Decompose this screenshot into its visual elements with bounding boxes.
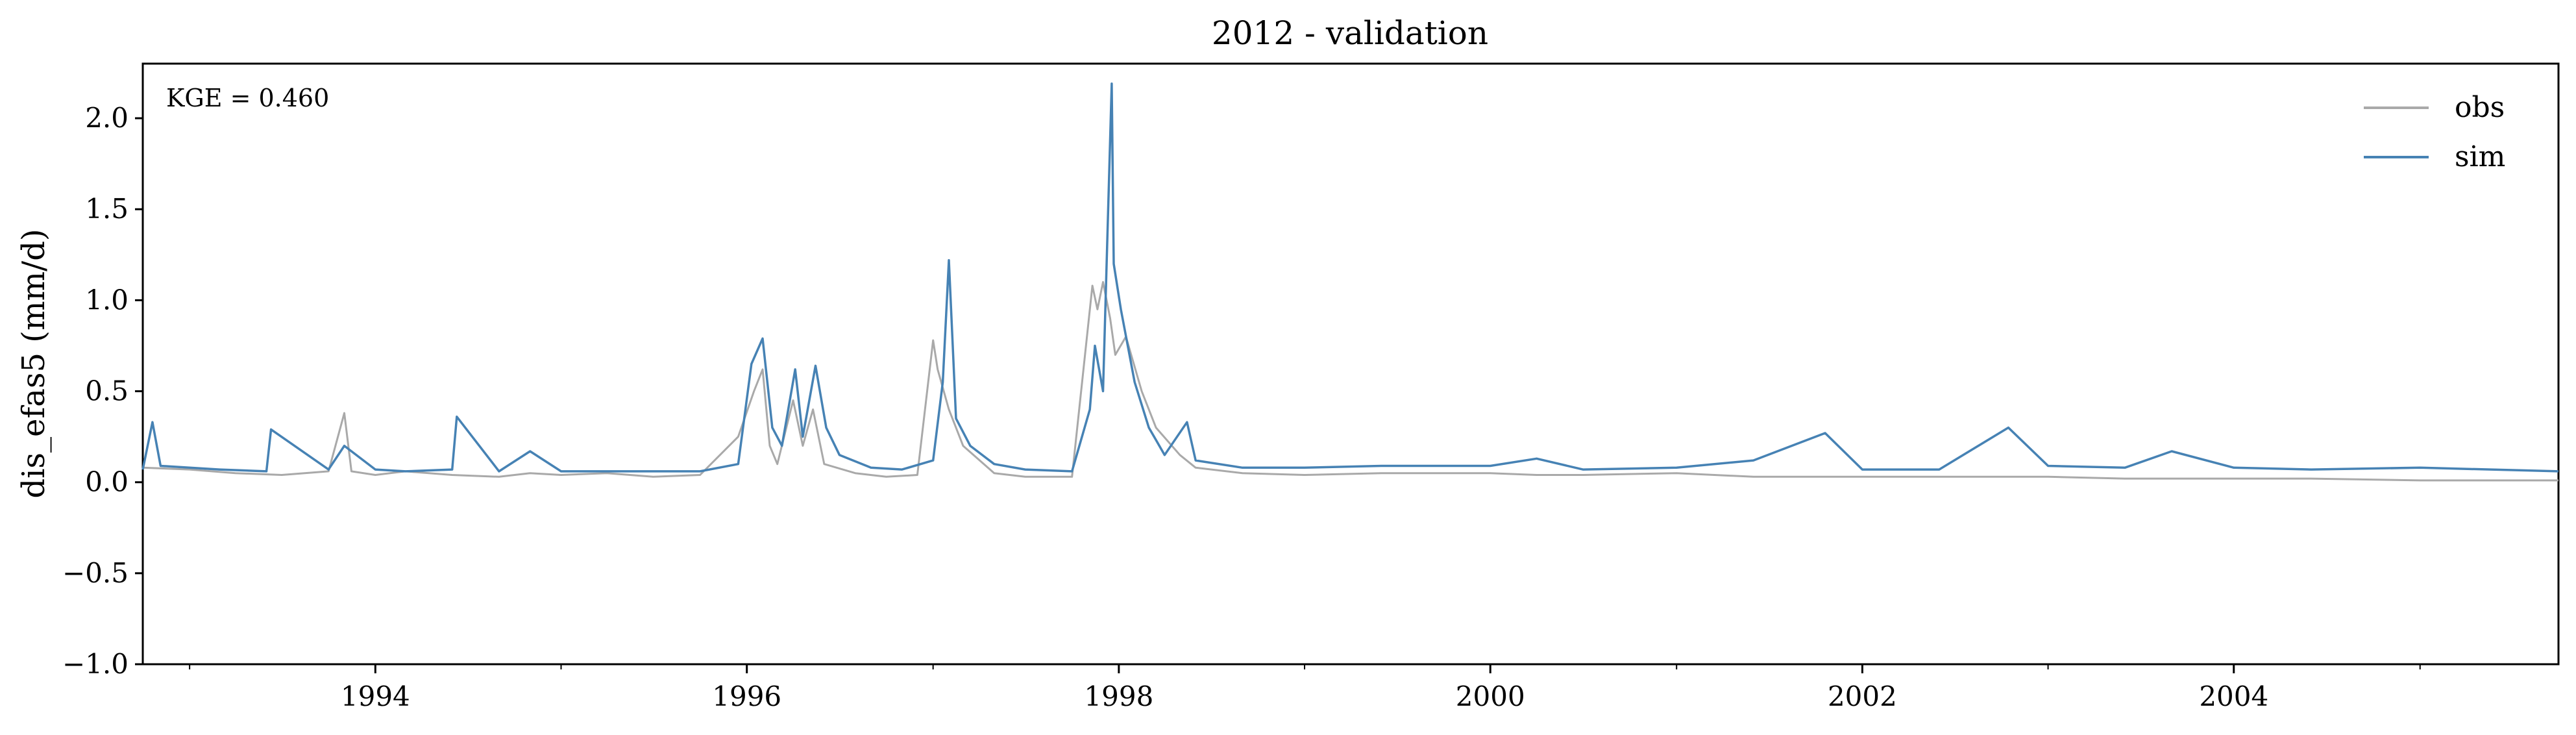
y-axis-label: dis_efas5 (mm/d): [16, 229, 52, 498]
y-tick-label: 0.5: [85, 375, 129, 407]
x-tick-label: 2000: [1456, 680, 1525, 712]
x-tick-label: 1998: [1084, 680, 1153, 712]
x-tick-label: 1994: [341, 680, 410, 712]
x-tick-label: 2004: [2199, 680, 2268, 712]
y-tick-label: −1.0: [62, 648, 129, 680]
legend-label-sim: sim: [2455, 140, 2505, 173]
y-tick-label: 1.0: [85, 284, 129, 316]
x-axis: 1994 1996 1998 2000 2002 2004: [189, 664, 2421, 712]
y-tick-label: 0.0: [85, 466, 129, 498]
series-line-obs: [142, 280, 2558, 482]
x-tick-label: 1996: [712, 680, 781, 712]
legend: obs sim: [2364, 91, 2505, 173]
y-tick-label: 1.5: [85, 193, 129, 225]
kge-annotation: KGE = 0.460: [166, 84, 329, 112]
y-tick-label: 2.0: [85, 102, 129, 134]
legend-label-obs: obs: [2455, 91, 2505, 124]
series-line-sim: [141, 82, 2559, 473]
y-tick-label: −0.5: [62, 557, 129, 589]
y-axis: −1.0 −0.5 0.0 0.5 1.0 1.5 2.0: [62, 102, 143, 680]
series-layer: [141, 82, 2559, 482]
chart-title: 2012 - validation: [1212, 14, 1488, 52]
x-tick-label: 2002: [1828, 680, 1897, 712]
plot-frame: [141, 62, 2560, 666]
plot-area: [141, 62, 2560, 666]
